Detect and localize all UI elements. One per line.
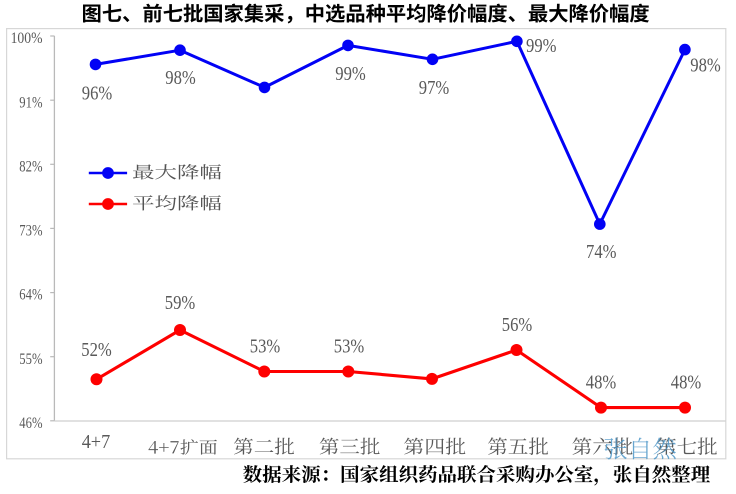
svg-text:56%: 56%	[502, 314, 533, 336]
svg-text:73%: 73%	[19, 223, 42, 240]
svg-text:99%: 99%	[335, 63, 366, 85]
svg-text:97%: 97%	[419, 77, 450, 99]
svg-text:46%: 46%	[19, 415, 42, 432]
svg-text:98%: 98%	[165, 67, 196, 89]
svg-text:48%: 48%	[671, 372, 702, 394]
svg-text:91%: 91%	[19, 94, 42, 111]
svg-text:99%: 99%	[526, 35, 557, 57]
svg-text:98%: 98%	[690, 55, 721, 77]
svg-text:52%: 52%	[81, 339, 112, 361]
svg-text:48%: 48%	[586, 372, 617, 394]
svg-text:96%: 96%	[82, 83, 113, 105]
svg-text:100%: 100%	[11, 30, 43, 47]
svg-text:53%: 53%	[250, 336, 281, 358]
svg-text:82%: 82%	[19, 158, 42, 175]
svg-text:53%: 53%	[334, 336, 365, 358]
svg-text:64%: 64%	[19, 287, 42, 304]
svg-text:55%: 55%	[19, 351, 42, 368]
svg-text:4+7: 4+7	[82, 431, 111, 453]
svg-text:74%: 74%	[586, 241, 617, 263]
svg-text:59%: 59%	[165, 292, 196, 314]
